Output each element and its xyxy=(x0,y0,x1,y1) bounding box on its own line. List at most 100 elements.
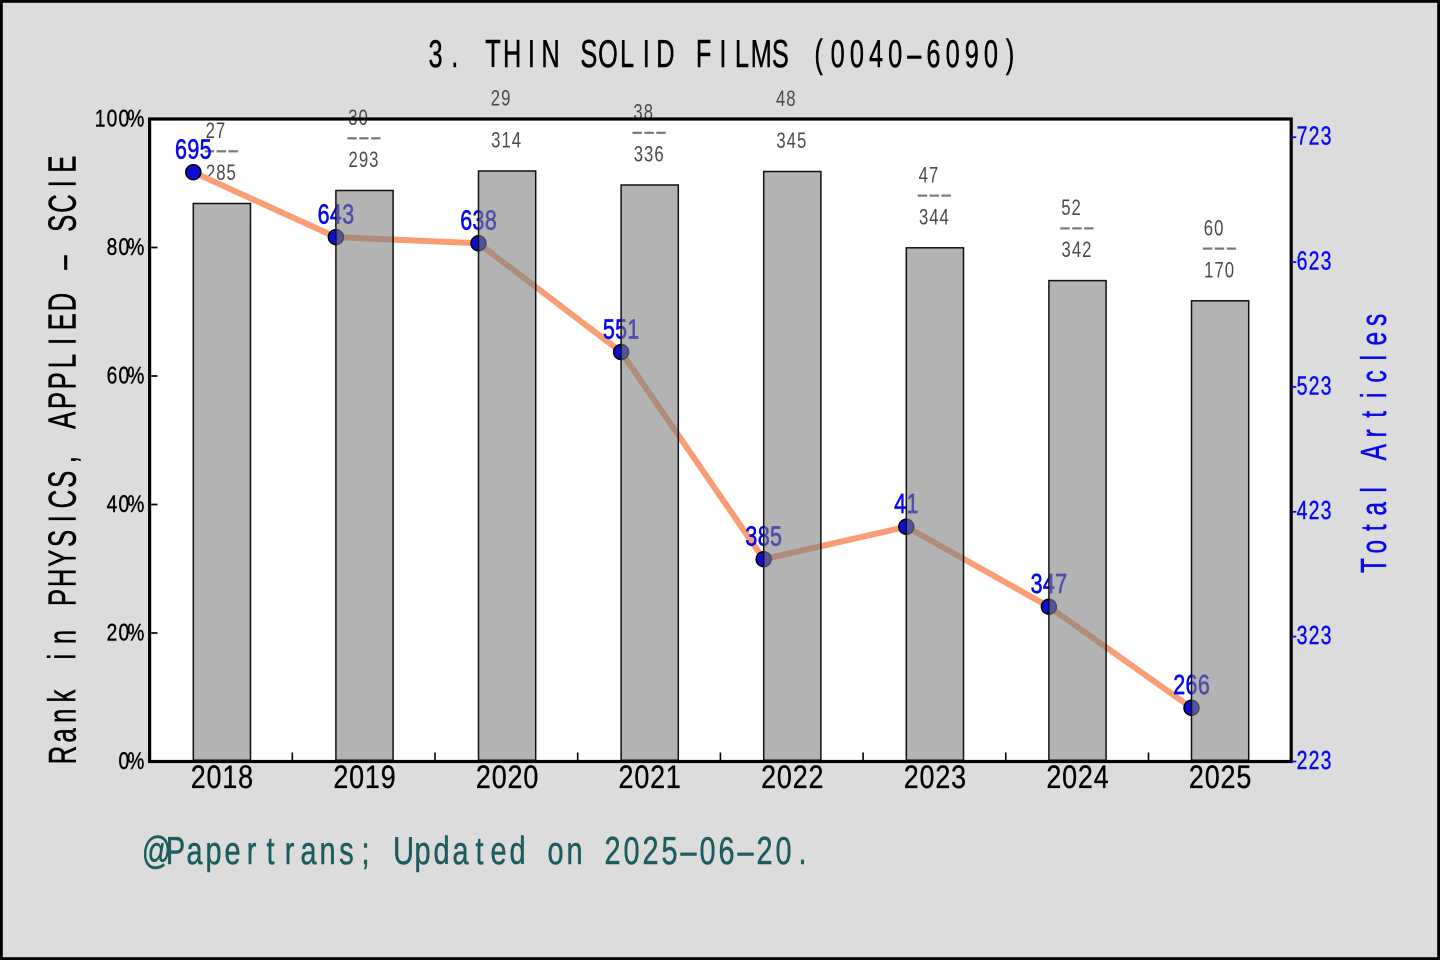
svg-text:0: 0 xyxy=(777,760,792,796)
svg-text:0: 0 xyxy=(920,760,935,796)
svg-text:2: 2 xyxy=(1221,760,1236,796)
svg-text:5: 5 xyxy=(603,315,615,345)
svg-text:l: l xyxy=(1353,355,1394,360)
svg-text:7: 7 xyxy=(1214,258,1223,283)
svg-text:2: 2 xyxy=(476,760,491,796)
svg-text:4: 4 xyxy=(940,205,949,230)
svg-text:a: a xyxy=(186,830,203,873)
svg-text:1: 1 xyxy=(501,128,510,153)
svg-text:3: 3 xyxy=(1321,121,1332,150)
svg-text:7: 7 xyxy=(929,163,938,188)
svg-text:2: 2 xyxy=(809,760,824,796)
svg-text:1: 1 xyxy=(222,760,237,796)
svg-text:i: i xyxy=(41,654,85,660)
svg-text:C: C xyxy=(41,490,85,509)
svg-text:p: p xyxy=(205,830,221,873)
svg-text:L: L xyxy=(41,354,85,368)
svg-text:4: 4 xyxy=(787,129,796,154)
svg-text:2: 2 xyxy=(756,830,772,873)
svg-text:0: 0 xyxy=(107,104,118,132)
svg-text:3: 3 xyxy=(429,31,443,75)
svg-text:2: 2 xyxy=(1309,495,1320,524)
svg-text:9: 9 xyxy=(965,31,979,75)
svg-text:4: 4 xyxy=(776,87,785,112)
svg-text:F: F xyxy=(696,31,711,75)
svg-text:3: 3 xyxy=(644,142,653,167)
svg-text:E: E xyxy=(41,156,85,173)
svg-text:1: 1 xyxy=(1204,258,1213,283)
svg-text:8: 8 xyxy=(107,233,118,261)
svg-text:9: 9 xyxy=(381,760,396,796)
svg-text:T: T xyxy=(485,31,500,75)
svg-text:2: 2 xyxy=(1046,760,1061,796)
svg-text:l: l xyxy=(1353,487,1394,492)
svg-text:R: R xyxy=(41,746,85,765)
svg-text:I: I xyxy=(41,338,85,345)
svg-text:6: 6 xyxy=(318,200,330,230)
svg-text:p: p xyxy=(414,830,430,873)
svg-text:E: E xyxy=(41,313,85,330)
svg-text:1: 1 xyxy=(95,104,106,132)
svg-text:%: % xyxy=(127,104,144,132)
svg-text:.: . xyxy=(798,830,806,873)
svg-text:o: o xyxy=(547,830,563,873)
svg-text:2: 2 xyxy=(1189,760,1204,796)
svg-text:–: – xyxy=(907,31,922,75)
svg-text:3: 3 xyxy=(1297,620,1308,649)
svg-text:9: 9 xyxy=(359,148,368,173)
svg-text:0: 0 xyxy=(1225,258,1234,283)
svg-text:I: I xyxy=(41,515,85,522)
svg-text:0: 0 xyxy=(119,747,130,775)
svg-text:5: 5 xyxy=(227,161,236,186)
svg-text:0: 0 xyxy=(888,31,902,75)
svg-text:a: a xyxy=(1353,501,1394,515)
svg-text:M: M xyxy=(751,31,772,75)
svg-text:2: 2 xyxy=(793,760,808,796)
svg-text:8: 8 xyxy=(786,87,795,112)
svg-text:s: s xyxy=(339,830,353,873)
svg-text:3: 3 xyxy=(776,129,785,154)
svg-text:%: % xyxy=(127,490,144,518)
svg-text:0: 0 xyxy=(119,104,130,132)
svg-text:Y: Y xyxy=(41,550,85,567)
svg-text:2: 2 xyxy=(1309,371,1320,400)
svg-text:D: D xyxy=(656,31,674,75)
svg-text:9: 9 xyxy=(187,135,199,165)
svg-text:L: L xyxy=(735,31,749,75)
svg-text:0: 0 xyxy=(1205,760,1220,796)
svg-text:n: n xyxy=(566,830,582,873)
svg-text:n: n xyxy=(319,830,335,873)
svg-text:0: 0 xyxy=(207,760,222,796)
svg-text:3: 3 xyxy=(491,128,500,153)
svg-text:%: % xyxy=(127,361,144,389)
svg-text:–: – xyxy=(737,830,754,873)
svg-text:6: 6 xyxy=(654,142,663,167)
svg-text:3: 3 xyxy=(369,148,378,173)
svg-text:8: 8 xyxy=(238,760,253,796)
svg-text:0: 0 xyxy=(775,830,791,873)
svg-text:2: 2 xyxy=(619,760,634,796)
svg-text:0: 0 xyxy=(523,760,538,796)
svg-text:4: 4 xyxy=(512,128,521,153)
svg-text:2: 2 xyxy=(1082,238,1091,263)
svg-text:0: 0 xyxy=(119,618,130,646)
svg-text:,: , xyxy=(41,456,85,463)
svg-text:a: a xyxy=(41,728,85,743)
svg-text:2: 2 xyxy=(333,760,348,796)
svg-text:3: 3 xyxy=(745,522,757,552)
svg-text:H: H xyxy=(41,569,85,588)
svg-text:0: 0 xyxy=(119,233,130,261)
svg-text:t: t xyxy=(475,830,483,873)
svg-text:2: 2 xyxy=(1072,196,1081,221)
svg-text:P: P xyxy=(166,830,185,873)
svg-text:0: 0 xyxy=(1214,216,1223,241)
svg-text:4: 4 xyxy=(107,490,118,518)
svg-text:0: 0 xyxy=(984,31,998,75)
svg-text:H: H xyxy=(503,31,521,75)
svg-text:e: e xyxy=(224,830,240,873)
svg-text:4: 4 xyxy=(1297,495,1308,524)
svg-text:2: 2 xyxy=(1078,760,1093,796)
svg-text:c: c xyxy=(1353,370,1394,382)
svg-text:4: 4 xyxy=(1094,760,1109,796)
svg-text:5: 5 xyxy=(1061,196,1070,221)
